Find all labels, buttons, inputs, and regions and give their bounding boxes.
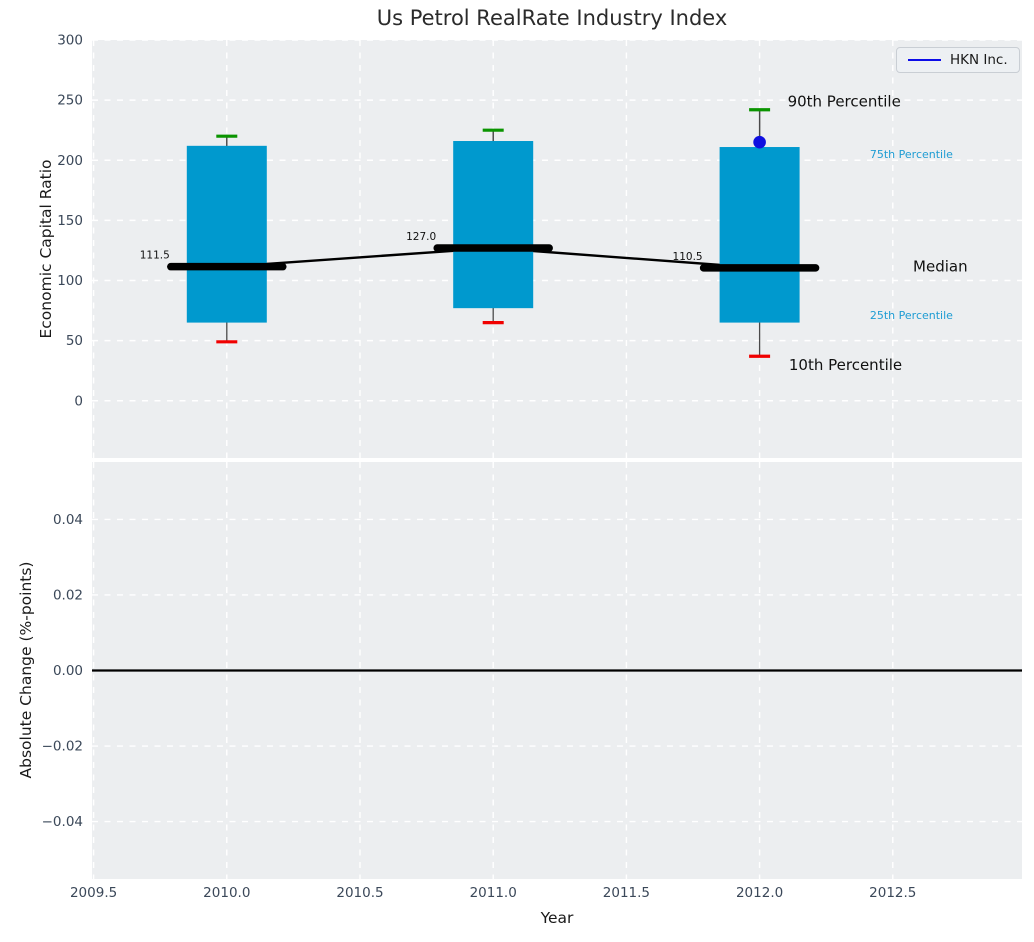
bottom-y-tick-label: −0.02 [42, 739, 83, 755]
legend-line-sample-icon [908, 59, 941, 61]
x-tick-label: 2009.5 [70, 885, 117, 901]
company-point [753, 135, 766, 149]
box-2012 [719, 147, 800, 323]
x-tick-label: 2010.0 [203, 885, 250, 901]
x-axis-label: Year [540, 909, 574, 927]
annotation-75th-percentile: 75th Percentile [870, 148, 953, 161]
bottom-y-axis-label: Absolute Change (%-points) [17, 561, 35, 779]
legend-label: HKN Inc. [950, 52, 1008, 68]
box-2010 [186, 145, 267, 323]
top-y-tick-label: 50 [66, 333, 83, 349]
x-tick-label: 2012.5 [869, 885, 916, 901]
legend: HKN Inc. [896, 47, 1020, 73]
x-tick-label: 2012.0 [736, 885, 783, 901]
x-tick-label: 2011.0 [470, 885, 517, 901]
annotation-90th-percentile: 90th Percentile [788, 93, 901, 111]
annotation-10th-percentile: 10th Percentile [789, 356, 902, 374]
annotation-median: Median [913, 257, 968, 275]
x-tick-label: 2010.5 [336, 885, 383, 901]
bottom-y-tick-label: 0.00 [53, 663, 83, 679]
top-y-tick-label: 0 [74, 393, 83, 409]
top-y-tick-label: 100 [57, 273, 83, 289]
median-value-label-2011: 127.0 [406, 231, 436, 243]
annotation-25th-percentile: 25th Percentile [870, 309, 953, 322]
chart-title: Us Petrol RealRate Industry Index [376, 6, 728, 30]
median-value-label-2010: 111.5 [140, 250, 170, 262]
top-y-tick-label: 250 [57, 93, 83, 109]
bottom-y-tick-label: 0.04 [53, 512, 83, 528]
top-y-tick-label: 150 [57, 213, 83, 229]
median-value-label-2012: 110.5 [673, 251, 703, 263]
box-2011 [453, 141, 534, 309]
bottom-y-tick-label: −0.04 [42, 814, 83, 830]
bottom-y-tick-label: 0.02 [53, 587, 83, 603]
x-tick-label: 2011.5 [603, 885, 650, 901]
top-y-tick-label: 200 [57, 153, 83, 169]
top-y-tick-label: 300 [57, 33, 83, 49]
top-y-axis-label: Economic Capital Ratio [37, 159, 55, 339]
